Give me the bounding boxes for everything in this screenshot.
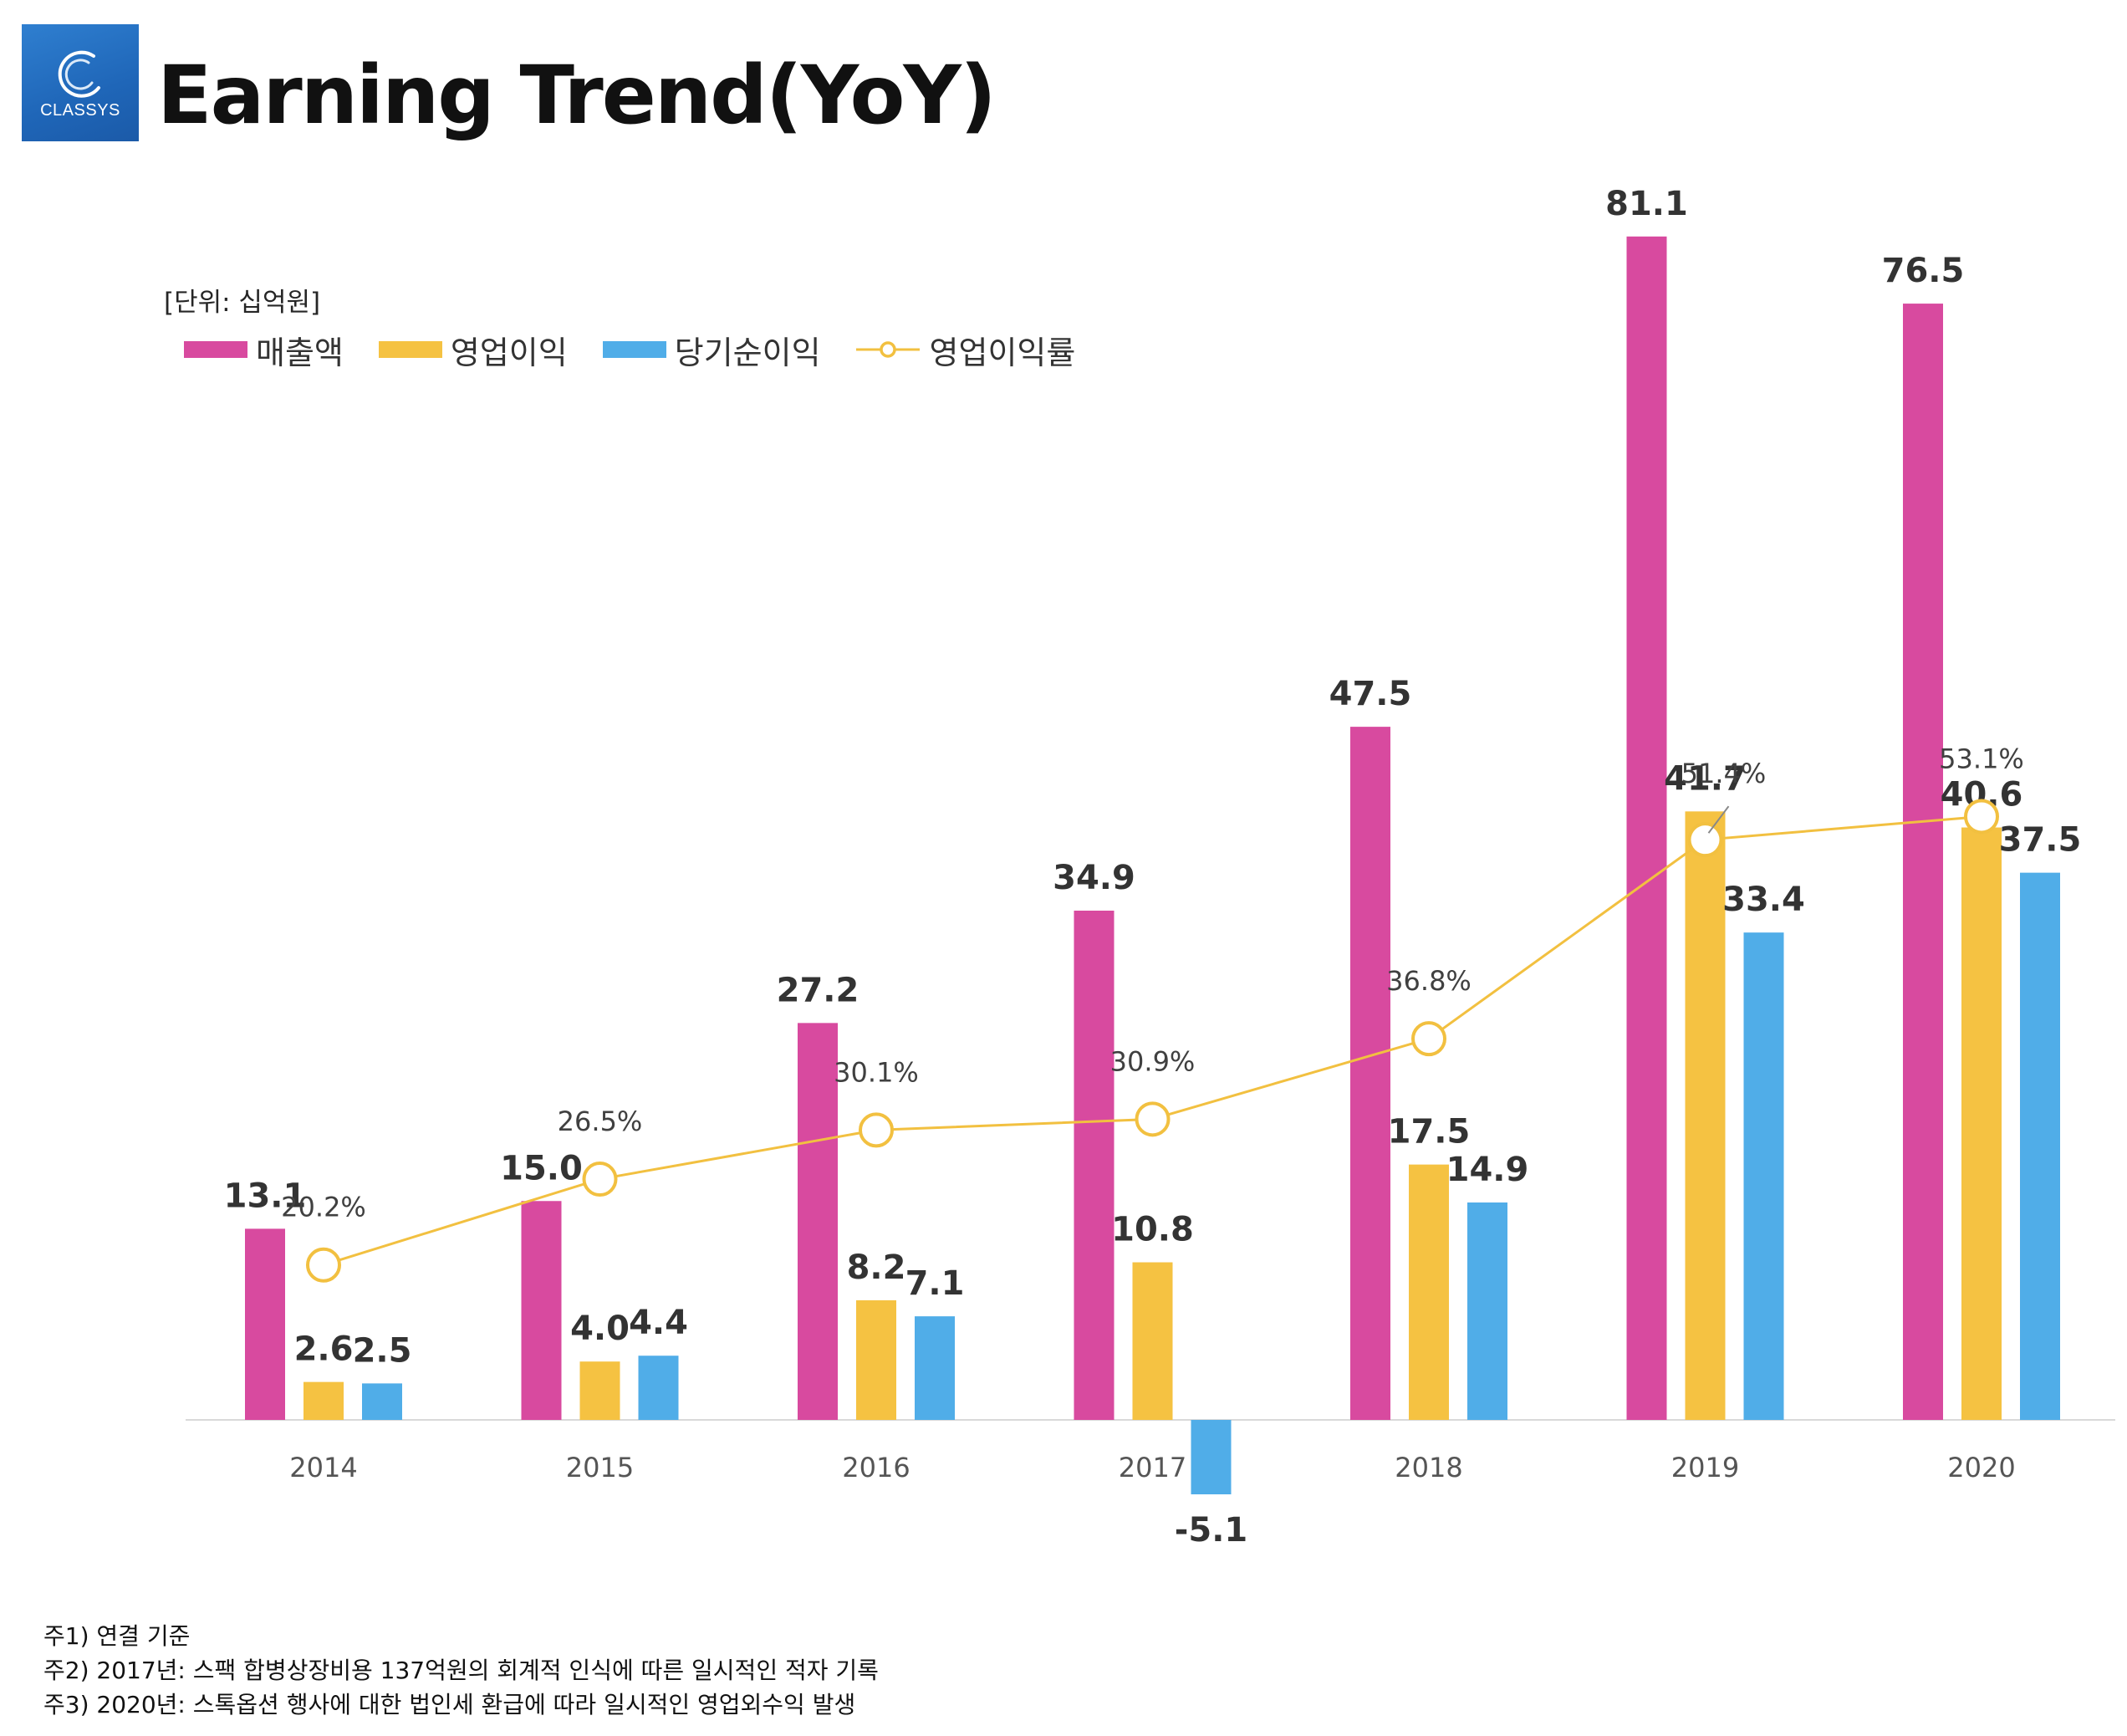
bar-revenue <box>1626 236 1667 1421</box>
data-label-operating-margin: 53.1% <box>1939 743 2024 774</box>
data-label-operating-margin: 20.2% <box>281 1192 366 1223</box>
bar-net-income <box>1467 1202 1507 1420</box>
x-tick-label: 2017 <box>1119 1452 1186 1483</box>
data-label-operating-profit: 17.5 <box>1388 1113 1471 1151</box>
operating-margin-point <box>306 1247 341 1283</box>
bar-operating-profit <box>1409 1164 1449 1420</box>
bar-revenue <box>1903 304 1943 1421</box>
data-label-operating-margin: 51.4% <box>1681 758 1767 789</box>
data-label-net-income: 2.5 <box>353 1331 412 1370</box>
data-label-net-income: 37.5 <box>1999 821 2082 860</box>
x-tick-label: 2019 <box>1671 1452 1739 1483</box>
bar-revenue <box>245 1228 285 1420</box>
operating-margin-point <box>1687 822 1723 858</box>
legend-label-operating-profit: 영업이익 <box>450 334 568 371</box>
operating-margin-point <box>582 1162 618 1197</box>
data-label-revenue: 76.5 <box>1882 252 1965 290</box>
data-label-operating-profit: 41.7 <box>1664 759 1747 798</box>
x-tick-label: 2014 <box>289 1452 357 1483</box>
x-tick-label: 2018 <box>1395 1452 1462 1483</box>
data-label-operating-profit: 8.2 <box>847 1248 906 1287</box>
legend-item-net-income: 당기순이익 <box>602 327 821 373</box>
footnote-2: 주2) 2017년: 스팩 합병상장비용 137억원의 회계적 인식에 따른 일… <box>43 1657 879 1684</box>
bar-revenue <box>1074 910 1115 1420</box>
data-label-operating-margin: 30.9% <box>1110 1045 1196 1077</box>
bar-net-income <box>1743 932 1784 1420</box>
bar-operating-profit <box>1685 811 1726 1420</box>
legend-label-revenue: 매출액 <box>256 334 344 371</box>
bar-revenue <box>521 1201 562 1420</box>
operating-margin-point <box>859 1112 894 1148</box>
legend-label-net-income: 당기순이익 <box>674 334 821 371</box>
bar-revenue <box>1350 727 1390 1420</box>
data-label-net-income: 7.1 <box>905 1264 965 1303</box>
x-tick-label: 2020 <box>1947 1452 2015 1483</box>
unit-label: [단위: 십억원] <box>164 288 321 318</box>
data-label-revenue: 81.1 <box>1605 185 1688 223</box>
data-label-net-income: 33.4 <box>1722 881 1805 919</box>
data-label-leader <box>1707 805 1730 834</box>
legend-marker-operating-margin <box>855 341 920 358</box>
footnotes: 주1) 연결 기준 주2) 2017년: 스팩 합병상장비용 137억원의 회계… <box>43 1619 879 1722</box>
legend-swatch-net-income <box>602 341 666 358</box>
footnote-3: 주3) 2020년: 스톡옵션 행사에 대한 법인세 환급에 따라 일시적인 영… <box>43 1691 856 1718</box>
company-logo: CLASSYS <box>22 24 139 141</box>
logo-swirl-icon <box>58 50 100 98</box>
bar-net-income <box>1191 1420 1232 1494</box>
operating-margin-point <box>1411 1021 1446 1057</box>
data-label-operating-profit: 2.6 <box>294 1330 354 1369</box>
bar-net-income <box>2020 872 2060 1420</box>
bar-net-income <box>638 1356 679 1420</box>
legend-item-operating-margin: 영업이익률 <box>855 327 1076 373</box>
legend-label-operating-margin: 영업이익률 <box>929 334 1076 371</box>
data-label-net-income: 14.9 <box>1446 1151 1529 1189</box>
data-label-revenue: 27.2 <box>777 971 859 1009</box>
operating-margin-point <box>1964 799 1999 835</box>
logo-text: CLASSYS <box>40 101 120 120</box>
data-label-revenue: 34.9 <box>1053 859 1135 897</box>
x-tick-label: 2016 <box>842 1452 910 1483</box>
x-tick-label: 2015 <box>566 1452 634 1483</box>
bar-net-income <box>915 1316 955 1420</box>
bar-revenue <box>798 1023 838 1420</box>
data-label-operating-margin: 30.1% <box>834 1056 919 1088</box>
legend-swatch-operating-profit <box>378 341 442 358</box>
page-title: Earning Trend(YoY) <box>157 49 997 142</box>
data-label-operating-margin: 36.8% <box>1386 965 1472 997</box>
legend-item-operating-profit: 영업이익 <box>378 327 568 373</box>
data-label-operating-profit: 10.8 <box>1111 1211 1194 1249</box>
bar-operating-profit <box>856 1299 896 1420</box>
bar-net-income <box>362 1383 402 1420</box>
bar-operating-profit <box>579 1361 620 1420</box>
data-label-net-income: 4.4 <box>629 1304 688 1342</box>
bar-operating-profit <box>1132 1262 1173 1420</box>
footnote-1: 주1) 연결 기준 <box>43 1622 191 1650</box>
data-label-operating-profit: 4.0 <box>570 1310 630 1348</box>
data-label-revenue: 47.5 <box>1329 675 1412 713</box>
data-label-revenue: 13.1 <box>224 1177 307 1215</box>
legend-item-revenue: 매출액 <box>184 327 344 373</box>
bar-operating-profit <box>303 1381 344 1420</box>
chart-legend: 매출액 영업이익 당기순이익 영업이익률 <box>184 327 1110 373</box>
data-label-revenue: 15.0 <box>500 1149 583 1187</box>
data-label-net-income: -5.1 <box>1175 1511 1247 1550</box>
legend-swatch-revenue <box>184 341 247 358</box>
operating-margin-point <box>1135 1101 1171 1137</box>
bar-operating-profit <box>1961 827 2002 1420</box>
data-label-operating-margin: 26.5% <box>558 1105 643 1137</box>
